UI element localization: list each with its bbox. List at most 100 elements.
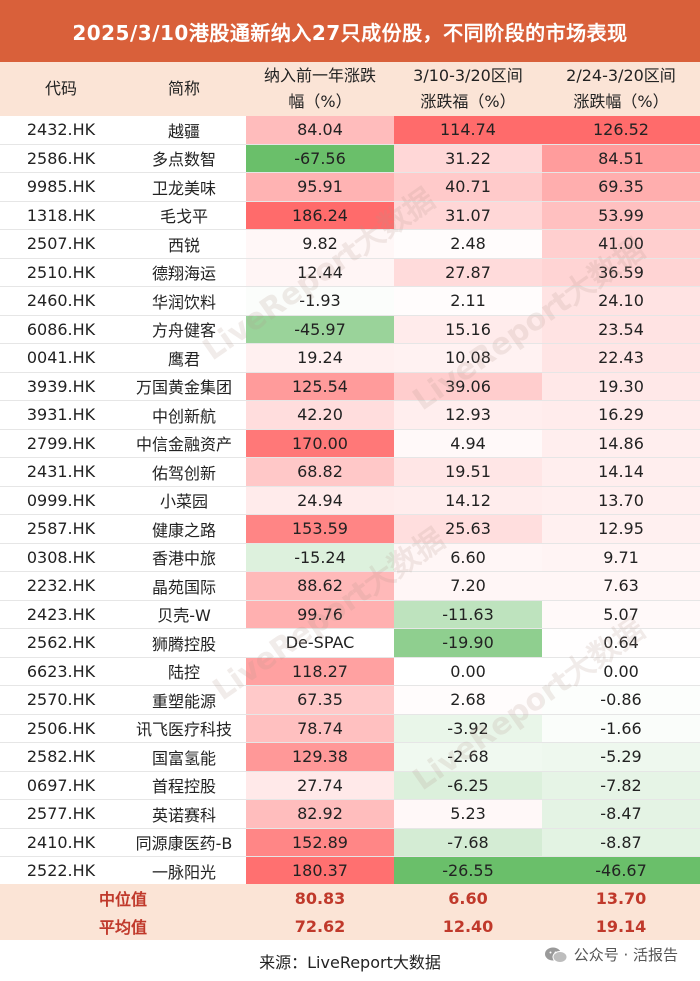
period1-change-cell: 0.00: [394, 657, 542, 685]
summary-v1: 72.62: [294, 916, 346, 936]
table-row: 2506.HK 讯飞医疗科技 78.74 -3.92 -1.66: [0, 714, 700, 743]
wechat-label: 公众号 · 活报告: [573, 946, 678, 964]
header-v2-line2: 涨跌福（%）: [420, 92, 516, 111]
period2-change-cell: 69.35: [542, 173, 700, 201]
name-cell: 讯飞医疗科技: [135, 720, 232, 740]
name-cell: 晶苑国际: [151, 577, 216, 597]
period1-change-cell: 5.23: [394, 800, 542, 828]
header-code: 代码: [44, 79, 77, 98]
summary-label: 平均值: [98, 918, 147, 937]
table-row: 2586.HK 多点数智 -67.56 31.22 84.51: [0, 144, 700, 173]
period1-change-cell: 2.48: [394, 230, 542, 258]
code-cell: 2432.HK: [26, 120, 96, 140]
table-row: 3939.HK 万国黄金集团 125.54 39.06 19.30: [0, 372, 700, 401]
header-v3: 2/24-3/20区间 涨跌幅（%）: [542, 62, 700, 116]
pre-inclusion-change-cell: 180.37: [246, 857, 394, 885]
code-cell: 2522.HK: [26, 861, 96, 881]
table-row: 0308.HK 香港中旅 -15.24 6.60 9.71: [0, 543, 700, 572]
name-cell: 中信金融资产: [135, 435, 232, 455]
code-cell: 9985.HK: [26, 177, 96, 197]
pre-inclusion-change-cell: -1.93: [246, 287, 394, 315]
header-name: 简称: [167, 79, 200, 98]
table-row: 6623.HK 陆控 118.27 0.00 0.00: [0, 657, 700, 686]
period2-change-cell: 41.00: [542, 230, 700, 258]
code-cell: 2510.HK: [26, 262, 96, 282]
code-cell: 1318.HK: [26, 205, 96, 225]
pre-inclusion-change-cell: 84.04: [246, 116, 394, 144]
period1-change-cell: 12.93: [394, 401, 542, 429]
period1-change-cell: 25.63: [394, 515, 542, 543]
period1-change-cell: 31.22: [394, 144, 542, 172]
period1-change-cell: -19.90: [394, 629, 542, 657]
name-cell: 首程控股: [151, 777, 216, 797]
name-cell: 重塑能源: [151, 691, 216, 711]
period1-change-cell: 14.12: [394, 486, 542, 514]
period2-change-cell: 13.70: [542, 486, 700, 514]
pre-inclusion-change-cell: 125.54: [246, 372, 394, 400]
name-cell: 德翔海运: [151, 264, 216, 284]
period1-change-cell: 10.08: [394, 344, 542, 372]
code-cell: 2587.HK: [26, 519, 96, 539]
period1-change-cell: 27.87: [394, 258, 542, 286]
summary-v2: 12.40: [442, 916, 494, 936]
name-cell: 佑驾创新: [151, 463, 216, 483]
pre-inclusion-change-cell: -15.24: [246, 543, 394, 571]
pre-inclusion-change-cell: 24.94: [246, 486, 394, 514]
period2-change-cell: 0.00: [542, 657, 700, 685]
period2-change-cell: 14.14: [542, 458, 700, 486]
period2-change-cell: 36.59: [542, 258, 700, 286]
pre-inclusion-change-cell: 170.00: [246, 429, 394, 457]
source-note: 来源：LiveReport大数据: [259, 952, 441, 972]
table-row: 0999.HK 小菜园 24.94 14.12 13.70: [0, 486, 700, 515]
header-v3-line1: 2/24-3/20区间: [566, 66, 676, 85]
pre-inclusion-change-cell: 42.20: [246, 401, 394, 429]
summary-label: 中位值: [98, 890, 147, 909]
code-cell: 0041.HK: [26, 348, 96, 368]
table-row: 6086.HK 方舟健客 -45.97 15.16 23.54: [0, 315, 700, 344]
pre-inclusion-change-cell: 9.82: [246, 230, 394, 258]
name-cell: 国富氢能: [151, 748, 216, 768]
pre-inclusion-change-cell: 68.82: [246, 458, 394, 486]
summary-v3: 19.14: [595, 916, 647, 936]
code-cell: 2423.HK: [26, 604, 96, 624]
period2-change-cell: -8.87: [542, 828, 700, 856]
header-v2-line1: 3/10-3/20区间: [413, 66, 523, 85]
table-row: 2582.HK 国富氢能 129.38 -2.68 -5.29: [0, 743, 700, 772]
period2-change-cell: 19.30: [542, 372, 700, 400]
table-row: 2507.HK 西锐 9.82 2.48 41.00: [0, 230, 700, 259]
period1-change-cell: -11.63: [394, 600, 542, 628]
period1-change-cell: 2.11: [394, 287, 542, 315]
code-cell: 2431.HK: [26, 462, 96, 482]
period2-change-cell: 0.64: [542, 629, 700, 657]
code-cell: 2507.HK: [26, 234, 96, 254]
table-row: 0041.HK 鹰君 19.24 10.08 22.43: [0, 344, 700, 373]
table-row: 2423.HK 贝壳-W 99.76 -11.63 5.07: [0, 600, 700, 629]
code-cell: 0697.HK: [26, 775, 96, 795]
table-row: 2432.HK 越疆 84.04 114.74 126.52: [0, 116, 700, 145]
table-row: 2570.HK 重塑能源 67.35 2.68 -0.86: [0, 686, 700, 715]
table-row: 2431.HK 佑驾创新 68.82 19.51 14.14: [0, 458, 700, 487]
period2-change-cell: -5.29: [542, 743, 700, 771]
name-cell: 一脉阳光: [151, 862, 216, 882]
wechat-badge: 公众号 · 活报告: [544, 944, 678, 965]
name-cell: 健康之路: [151, 520, 216, 540]
period1-change-cell: -7.68: [394, 828, 542, 856]
table-row: 2799.HK 中信金融资产 170.00 4.94 14.86: [0, 429, 700, 458]
name-cell: 卫龙美味: [151, 178, 216, 198]
name-cell: 多点数智: [151, 150, 216, 170]
table-header: 代码 简称 纳入前一年涨跌 幅（%） 3/10-3/20区间 涨跌福（%） 2/…: [0, 62, 700, 116]
name-cell: 贝壳-W: [157, 606, 211, 626]
period2-change-cell: 9.71: [542, 543, 700, 571]
header-v1-line1: 纳入前一年涨跌: [263, 66, 376, 85]
period2-change-cell: 7.63: [542, 572, 700, 600]
period2-change-cell: -1.66: [542, 714, 700, 742]
summary-v3: 13.70: [595, 888, 647, 908]
summary-row: 中位值 80.83 6.60 13.70: [0, 884, 700, 912]
code-cell: 2562.HK: [26, 633, 96, 653]
table-body: 2432.HK 越疆 84.04 114.74 126.52 2586.HK 多点数智 -67…: [0, 116, 700, 886]
pre-inclusion-change-cell: -45.97: [246, 315, 394, 343]
code-cell: 3931.HK: [26, 405, 96, 425]
code-cell: 2577.HK: [26, 804, 96, 824]
pre-inclusion-change-cell: 118.27: [246, 657, 394, 685]
page-title: 2025/3/10港股通新纳入27只成份股，不同阶段的市场表现: [0, 0, 700, 62]
